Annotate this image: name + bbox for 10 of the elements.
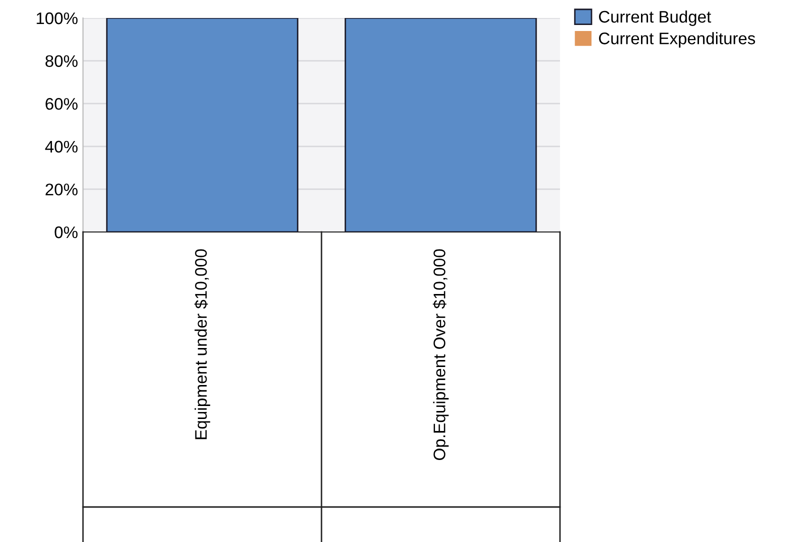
legend-label: Current Expenditures: [599, 32, 756, 48]
y-tick-label: 100%: [36, 12, 78, 24]
y-tick-label: 0%: [54, 226, 78, 238]
y-tick-label: 60%: [46, 98, 78, 110]
y-tick-label: 20%: [46, 184, 78, 196]
legend-label: Current Budget: [599, 10, 712, 26]
y-tick-label: 40%: [45, 140, 78, 153]
x-tick-label: Equipment under $10,000: [194, 249, 210, 440]
y-tick-label: 80%: [46, 55, 78, 68]
x-tick-label: Op.Equipment Over $10,000: [432, 249, 449, 460]
